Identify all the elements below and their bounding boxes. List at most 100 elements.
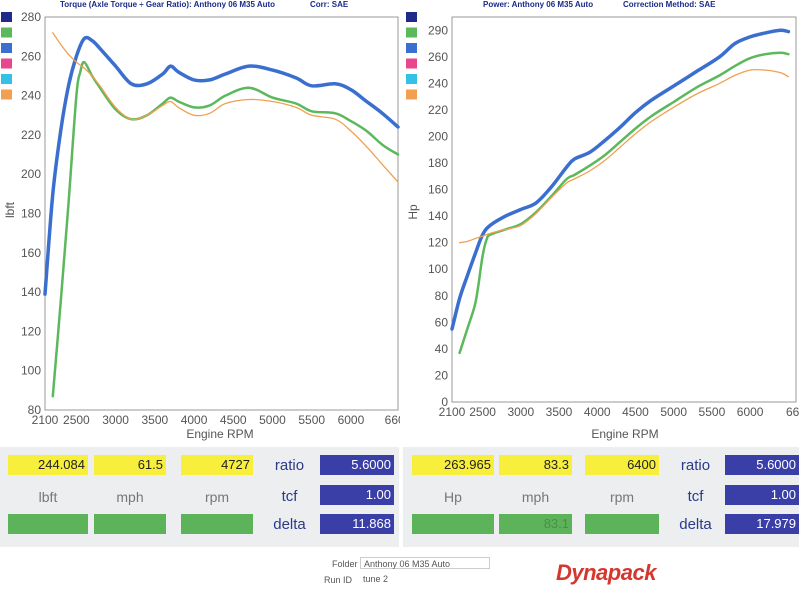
green-box-4 [412, 514, 494, 534]
power-plot-area: 0 20 40 60 80 100 120 140 160 180 200 220 240 260 290 2… [428, 16, 799, 419]
y-tick-label: 180 [21, 207, 41, 221]
x-tick-label: 4000 [584, 405, 611, 419]
legend-swatch [1, 74, 12, 84]
power-value: 263.965 [412, 455, 494, 475]
legend-swatch [1, 43, 12, 53]
power-chart-corr: Correction Method: SAE [623, 0, 716, 9]
x-tick-label: 2500 [469, 405, 496, 419]
y-tick-label: 60 [435, 315, 449, 329]
legend-swatch [406, 12, 417, 22]
run-id-label: Run ID [324, 575, 353, 585]
power-ylabel: Hp [406, 204, 420, 220]
ratio-label: ratio [274, 457, 305, 474]
legend-swatch [1, 89, 12, 100]
series-line-1-0 [450, 28, 791, 331]
x-tick-label: 3000 [102, 413, 129, 427]
rpm-unit-label-2: rpm [609, 489, 635, 505]
legend-swatch [406, 74, 417, 84]
legend-swatch [406, 89, 417, 100]
torque-readout-panel: 244.084 61.5 4727 ratio 5.6000 lbft mph … [0, 447, 399, 547]
y-tick-label: 100 [21, 364, 41, 378]
legend-swatch [406, 58, 417, 69]
legend-swatch [1, 58, 12, 69]
x-tick-label: 3000 [507, 405, 534, 419]
y-tick-label: 40 [435, 342, 449, 356]
y-tick-label: 260 [428, 50, 448, 64]
green-box-2 [94, 514, 166, 534]
run-id-field: tune 2 [363, 574, 389, 584]
x-tick-label: 4500 [622, 405, 649, 419]
delta-value: 11.868 [320, 514, 394, 534]
delta-label-2: delta [679, 516, 712, 533]
series-line-0-1 [51, 60, 400, 398]
tcf-value-2: 1.00 [725, 485, 799, 505]
folder-field: Anthony 06 M35 Auto [360, 557, 490, 569]
legend-swatch [406, 43, 417, 53]
y-tick-label: 20 [435, 368, 449, 382]
torque-rpm-value: 4727 [181, 455, 253, 475]
tcf-label: tcf [281, 488, 298, 505]
y-tick-label: 120 [428, 236, 448, 250]
series-line-1-2 [458, 68, 790, 244]
x-tick-label: 2100 [439, 405, 466, 419]
mph-unit-label: mph [116, 489, 144, 505]
y-tick-label: 100 [428, 262, 448, 276]
x-tick-label: 2500 [63, 413, 90, 427]
green-box-6 [585, 514, 659, 534]
x-tick-label: 6600 [385, 413, 400, 427]
series-line-0-2 [52, 32, 399, 183]
y-tick-label: 160 [21, 246, 41, 260]
torque-chart-title: Torque (Axle Torque ÷ Gear Ratio): Antho… [60, 0, 275, 9]
x-tick-label: 4000 [181, 413, 208, 427]
y-tick-label: 200 [428, 129, 448, 143]
power-chart: Power: Anthony 06 M35 Auto Correction Me… [406, 0, 799, 441]
y-tick-label: 160 [428, 183, 448, 197]
rpm-unit-label: rpm [204, 489, 230, 505]
power-chart-title: Power: Anthony 06 M35 Auto [483, 0, 593, 9]
y-tick-label: 0 [441, 395, 448, 409]
torque-ylabel: lbft [3, 201, 17, 218]
y-tick-label: 80 [435, 289, 449, 303]
green-box-5: 83.1 [499, 514, 572, 534]
torque-xlabel: Engine RPM [186, 427, 253, 441]
ratio-value-2: 5.6000 [725, 455, 799, 475]
series-line-1-1 [458, 51, 790, 355]
legend-swatch [1, 12, 12, 22]
x-tick-label: 5000 [660, 405, 687, 419]
y-tick-label: 240 [428, 76, 448, 90]
x-tick-label: 660 [786, 405, 799, 419]
green-box-1 [8, 514, 88, 534]
torque-chart: Torque (Axle Torque ÷ Gear Ratio): Antho… [1, 0, 400, 441]
y-tick-label: 290 [428, 23, 448, 37]
hp-unit-label: Hp [444, 489, 462, 505]
power-xlabel: Engine RPM [591, 427, 658, 441]
y-tick-label: 140 [21, 285, 41, 299]
lbft-unit-label: lbft [38, 489, 58, 505]
y-tick-label: 280 [21, 10, 41, 24]
tcf-value: 1.00 [320, 485, 394, 505]
x-tick-label: 3500 [546, 405, 573, 419]
x-tick-label: 5500 [699, 405, 726, 419]
plot-frame [44, 16, 399, 411]
y-tick-label: 220 [428, 103, 448, 117]
tcf-label-2: tcf [687, 488, 704, 505]
x-tick-label: 4500 [220, 413, 247, 427]
y-tick-label: 240 [21, 89, 41, 103]
torque-mph-value: 61.5 [94, 455, 166, 475]
legend-swatch [1, 27, 12, 38]
power-readout-panel: 263.965 83.3 6400 ratio 5.6000 Hp mph rp… [403, 447, 799, 547]
mph-unit-label-2: mph [521, 489, 550, 505]
x-tick-label: 2100 [32, 413, 59, 427]
y-tick-label: 180 [428, 156, 448, 170]
torque-chart-corr: Corr: SAE [310, 0, 349, 9]
torque-plot-area: 80 100 120 140 160 180 200 220 240 260 280 2100 2500… [21, 10, 400, 427]
power-mph-value: 83.3 [499, 455, 572, 475]
ratio-label-2: ratio [680, 457, 711, 474]
x-tick-label: 3500 [141, 413, 168, 427]
x-tick-label: 6000 [338, 413, 365, 427]
legend-swatch [406, 27, 417, 38]
y-tick-label: 260 [21, 49, 41, 63]
ratio-value: 5.6000 [320, 455, 394, 475]
y-tick-label: 120 [21, 324, 41, 338]
y-tick-label: 80 [28, 403, 42, 417]
